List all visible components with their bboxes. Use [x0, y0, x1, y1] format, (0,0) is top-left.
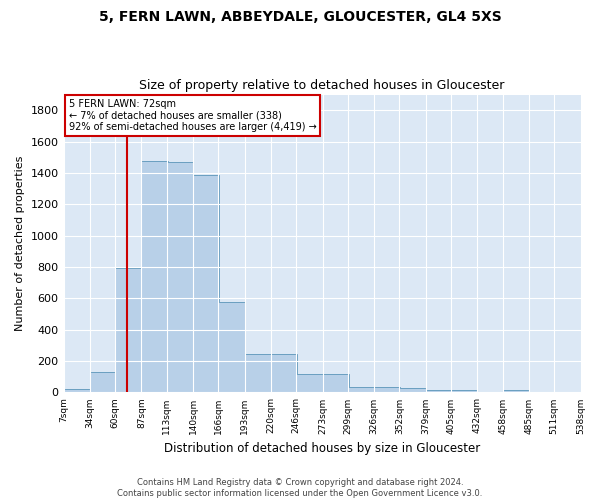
Bar	[90, 372, 116, 392]
Bar	[400, 388, 426, 392]
Text: Contains HM Land Registry data © Crown copyright and database right 2024.
Contai: Contains HM Land Registry data © Crown c…	[118, 478, 482, 498]
Bar	[245, 354, 271, 393]
Bar	[218, 302, 245, 392]
Bar	[451, 390, 478, 392]
Bar	[167, 162, 193, 392]
Title: Size of property relative to detached houses in Gloucester: Size of property relative to detached ho…	[139, 79, 505, 92]
Bar	[115, 268, 142, 392]
Bar	[64, 390, 90, 392]
Bar	[374, 387, 400, 392]
X-axis label: Distribution of detached houses by size in Gloucester: Distribution of detached houses by size …	[164, 442, 480, 455]
Bar	[296, 374, 323, 392]
Text: 5 FERN LAWN: 72sqm
← 7% of detached houses are smaller (338)
92% of semi-detache: 5 FERN LAWN: 72sqm ← 7% of detached hous…	[69, 99, 316, 132]
Bar	[323, 374, 349, 392]
Bar	[142, 161, 168, 392]
Bar	[193, 176, 220, 392]
Bar	[271, 354, 297, 393]
Text: 5, FERN LAWN, ABBEYDALE, GLOUCESTER, GL4 5XS: 5, FERN LAWN, ABBEYDALE, GLOUCESTER, GL4…	[98, 10, 502, 24]
Bar	[348, 387, 374, 392]
Bar	[426, 390, 452, 392]
Y-axis label: Number of detached properties: Number of detached properties	[15, 156, 25, 331]
Bar	[503, 390, 529, 392]
